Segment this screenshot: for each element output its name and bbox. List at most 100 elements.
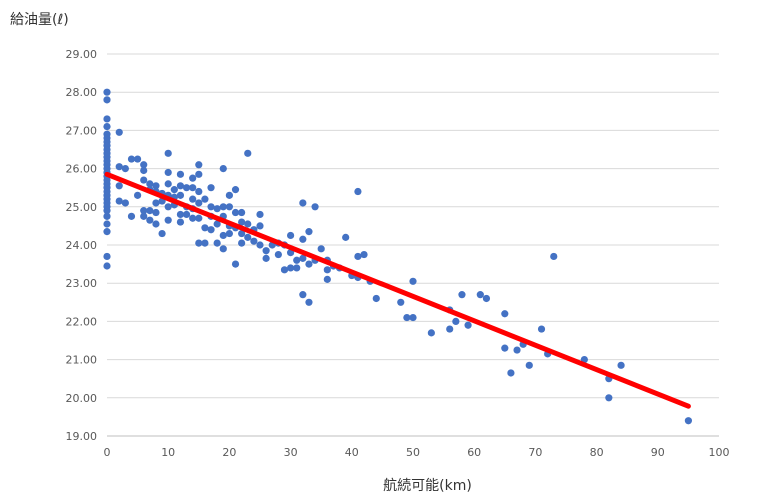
data-point [176,191,185,199]
data-point [317,245,325,253]
data-point [287,264,295,272]
data-point [189,214,197,222]
data-point [354,187,362,196]
data-point [195,170,203,178]
data-point [127,155,136,163]
data-point [231,186,240,194]
data-point [250,237,258,245]
data-point [164,149,172,157]
data-point [213,205,221,213]
data-point [201,195,209,203]
data-point [299,254,307,262]
data-point [501,310,509,318]
y-tick-label: 20.00 [66,392,98,405]
data-point [280,266,289,274]
data-point [219,245,227,253]
data-point [342,233,350,241]
data-point [134,155,142,163]
data-point [103,207,111,215]
data-point [550,252,558,261]
data-point [152,208,160,217]
data-point [158,229,166,238]
x-axis-title: 航続可能(km) [383,478,472,494]
x-tick-label: 70 [528,446,542,459]
data-point [409,313,417,322]
data-point [201,239,209,247]
data-point [605,394,613,402]
data-point [225,229,233,238]
data-point [360,250,368,259]
data-point [256,210,264,219]
data-point [262,254,270,262]
y-tick-label: 28.00 [66,86,98,99]
data-point [195,239,203,247]
data-point [238,239,246,247]
data-point [299,291,307,299]
data-point [225,203,233,211]
x-tick-label: 90 [651,446,665,459]
data-point [164,180,172,188]
data-point [452,317,460,325]
data-point [189,174,197,182]
data-point [219,231,227,240]
data-point [164,216,172,224]
data-point [219,203,227,211]
data-point [305,298,313,306]
data-point [262,247,270,255]
data-point [176,182,185,190]
data-point [195,199,203,207]
data-point [115,182,123,190]
data-point [501,344,509,352]
data-point [170,186,178,194]
data-point [244,233,252,241]
data-point [238,208,246,217]
data-point [293,256,301,264]
y-tick-label: 26.00 [66,163,98,176]
x-tick-label: 60 [467,446,481,459]
x-tick-label: 10 [161,446,175,459]
data-point [293,264,301,272]
trendline [104,171,691,409]
data-point [103,88,111,96]
data-point [146,216,154,224]
data-point [219,165,227,173]
data-point [182,210,191,219]
data-point [513,346,521,354]
data-point [299,199,307,207]
data-point [195,161,203,169]
data-point [403,313,411,322]
x-tick-label: 0 [104,446,111,459]
data-point [482,294,491,303]
data-point [182,184,191,192]
data-point [256,222,264,230]
data-point [446,325,454,333]
data-point [146,180,154,188]
y-tick-label: 27.00 [66,124,98,137]
data-point [176,170,185,178]
data-point [176,210,185,219]
data-point [152,220,160,228]
data-point [525,361,533,369]
y-tick-label: 29.00 [66,48,98,61]
data-point [195,187,203,196]
data-point [537,325,546,333]
data-point [458,291,466,299]
data-point [207,226,215,234]
data-point [195,214,203,222]
data-point [238,229,246,238]
data-point [115,197,123,205]
y-tick-label: 22.00 [66,315,98,328]
data-point [127,212,136,220]
data-point [164,203,172,211]
data-point [146,207,154,215]
data-point [152,182,160,190]
data-point [207,203,215,211]
y-tick-label: 24.00 [66,239,98,252]
data-point [244,220,252,228]
data-point [140,212,148,220]
data-point [299,235,307,243]
data-point [103,252,111,261]
data-point [103,220,111,228]
data-point [103,262,111,270]
